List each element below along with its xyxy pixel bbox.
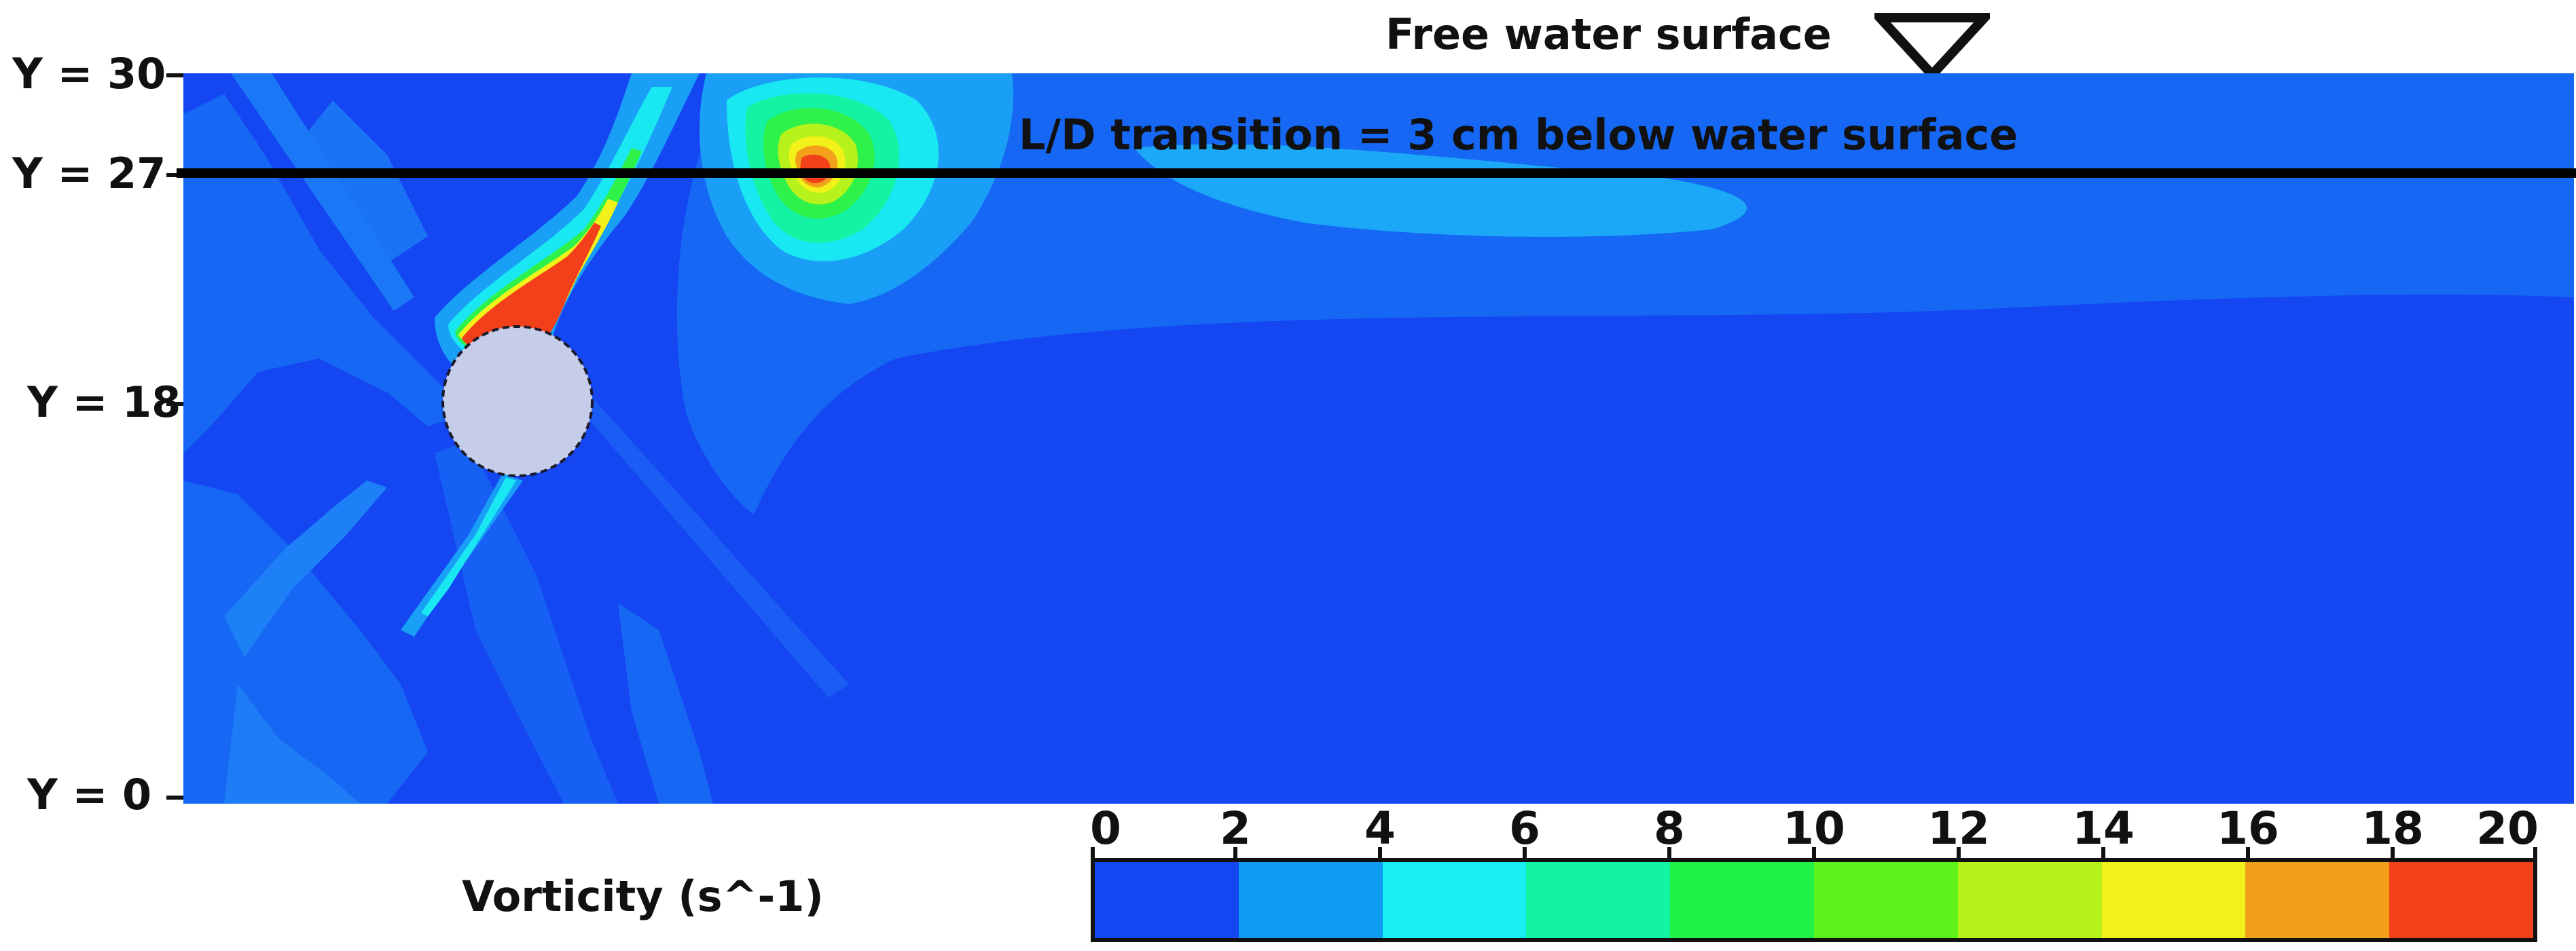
colorbar-tick-label: 10 (1783, 802, 1845, 855)
colorbar-tick (2246, 847, 2250, 862)
colorbar-swatch (1095, 862, 1239, 938)
colorbar-swatch (1382, 862, 1527, 938)
colorbar-tick (1812, 847, 1816, 862)
colorbar-swatch (2389, 862, 2533, 938)
colorbar-tick-label: 16 (2217, 802, 2279, 855)
colorbar-tick (1091, 847, 1095, 862)
colorbar-tick (2533, 847, 2537, 862)
colorbar-tick (1378, 847, 1382, 862)
y-label-27: Y = 27 (12, 149, 166, 198)
y-tick-18 (166, 402, 187, 406)
colorbar (1091, 858, 2537, 942)
y-tick-30 (166, 73, 187, 77)
transition-label: L/D transition = 3 cm below water surfac… (1019, 110, 2018, 160)
y-label-18: Y = 18 (27, 377, 181, 427)
colorbar-swatch (1526, 862, 1671, 938)
colorbar-swatch (1238, 862, 1383, 938)
y-label-30: Y = 30 (12, 49, 166, 98)
colorbar-tick-label: 12 (1927, 802, 1990, 855)
colorbar-swatch (2245, 862, 2390, 938)
cylinder-obstacle (441, 325, 594, 477)
colorbar-swatch (2101, 862, 2246, 938)
colorbar-tick-label: 0 (1090, 802, 1121, 855)
colorbar-tick-label: 2 (1220, 802, 1251, 855)
colorbar-title: Vorticity (s^-1) (462, 872, 824, 921)
colorbar-tick-label: 8 (1654, 802, 1685, 855)
y-label-0: Y = 0 (27, 770, 152, 819)
colorbar-tick (1957, 847, 1961, 862)
colorbar-swatch (1957, 862, 2102, 938)
colorbar-tick (2101, 847, 2105, 862)
colorbar-tick-label: 4 (1364, 802, 1396, 855)
colorbar-tick (2391, 847, 2395, 862)
free-surface-label: Free water surface (1385, 10, 1832, 59)
colorbar-tick-label: 14 (2072, 802, 2135, 855)
y-tick-0 (166, 796, 187, 800)
colorbar-swatch (1670, 862, 1814, 938)
vorticity-contour-field (183, 73, 2574, 804)
colorbar-tick-label: 20 (2476, 802, 2539, 855)
inverted-triangle-icon (1874, 13, 1990, 80)
colorbar-tick-label: 18 (2361, 802, 2424, 855)
colorbar-tick (1667, 847, 1671, 862)
colorbar-swatch (1813, 862, 1958, 938)
transition-line (177, 168, 2576, 178)
colorbar-tick (1523, 847, 1527, 862)
colorbar-tick (1233, 847, 1237, 862)
colorbar-tick-label: 6 (1509, 802, 1540, 855)
